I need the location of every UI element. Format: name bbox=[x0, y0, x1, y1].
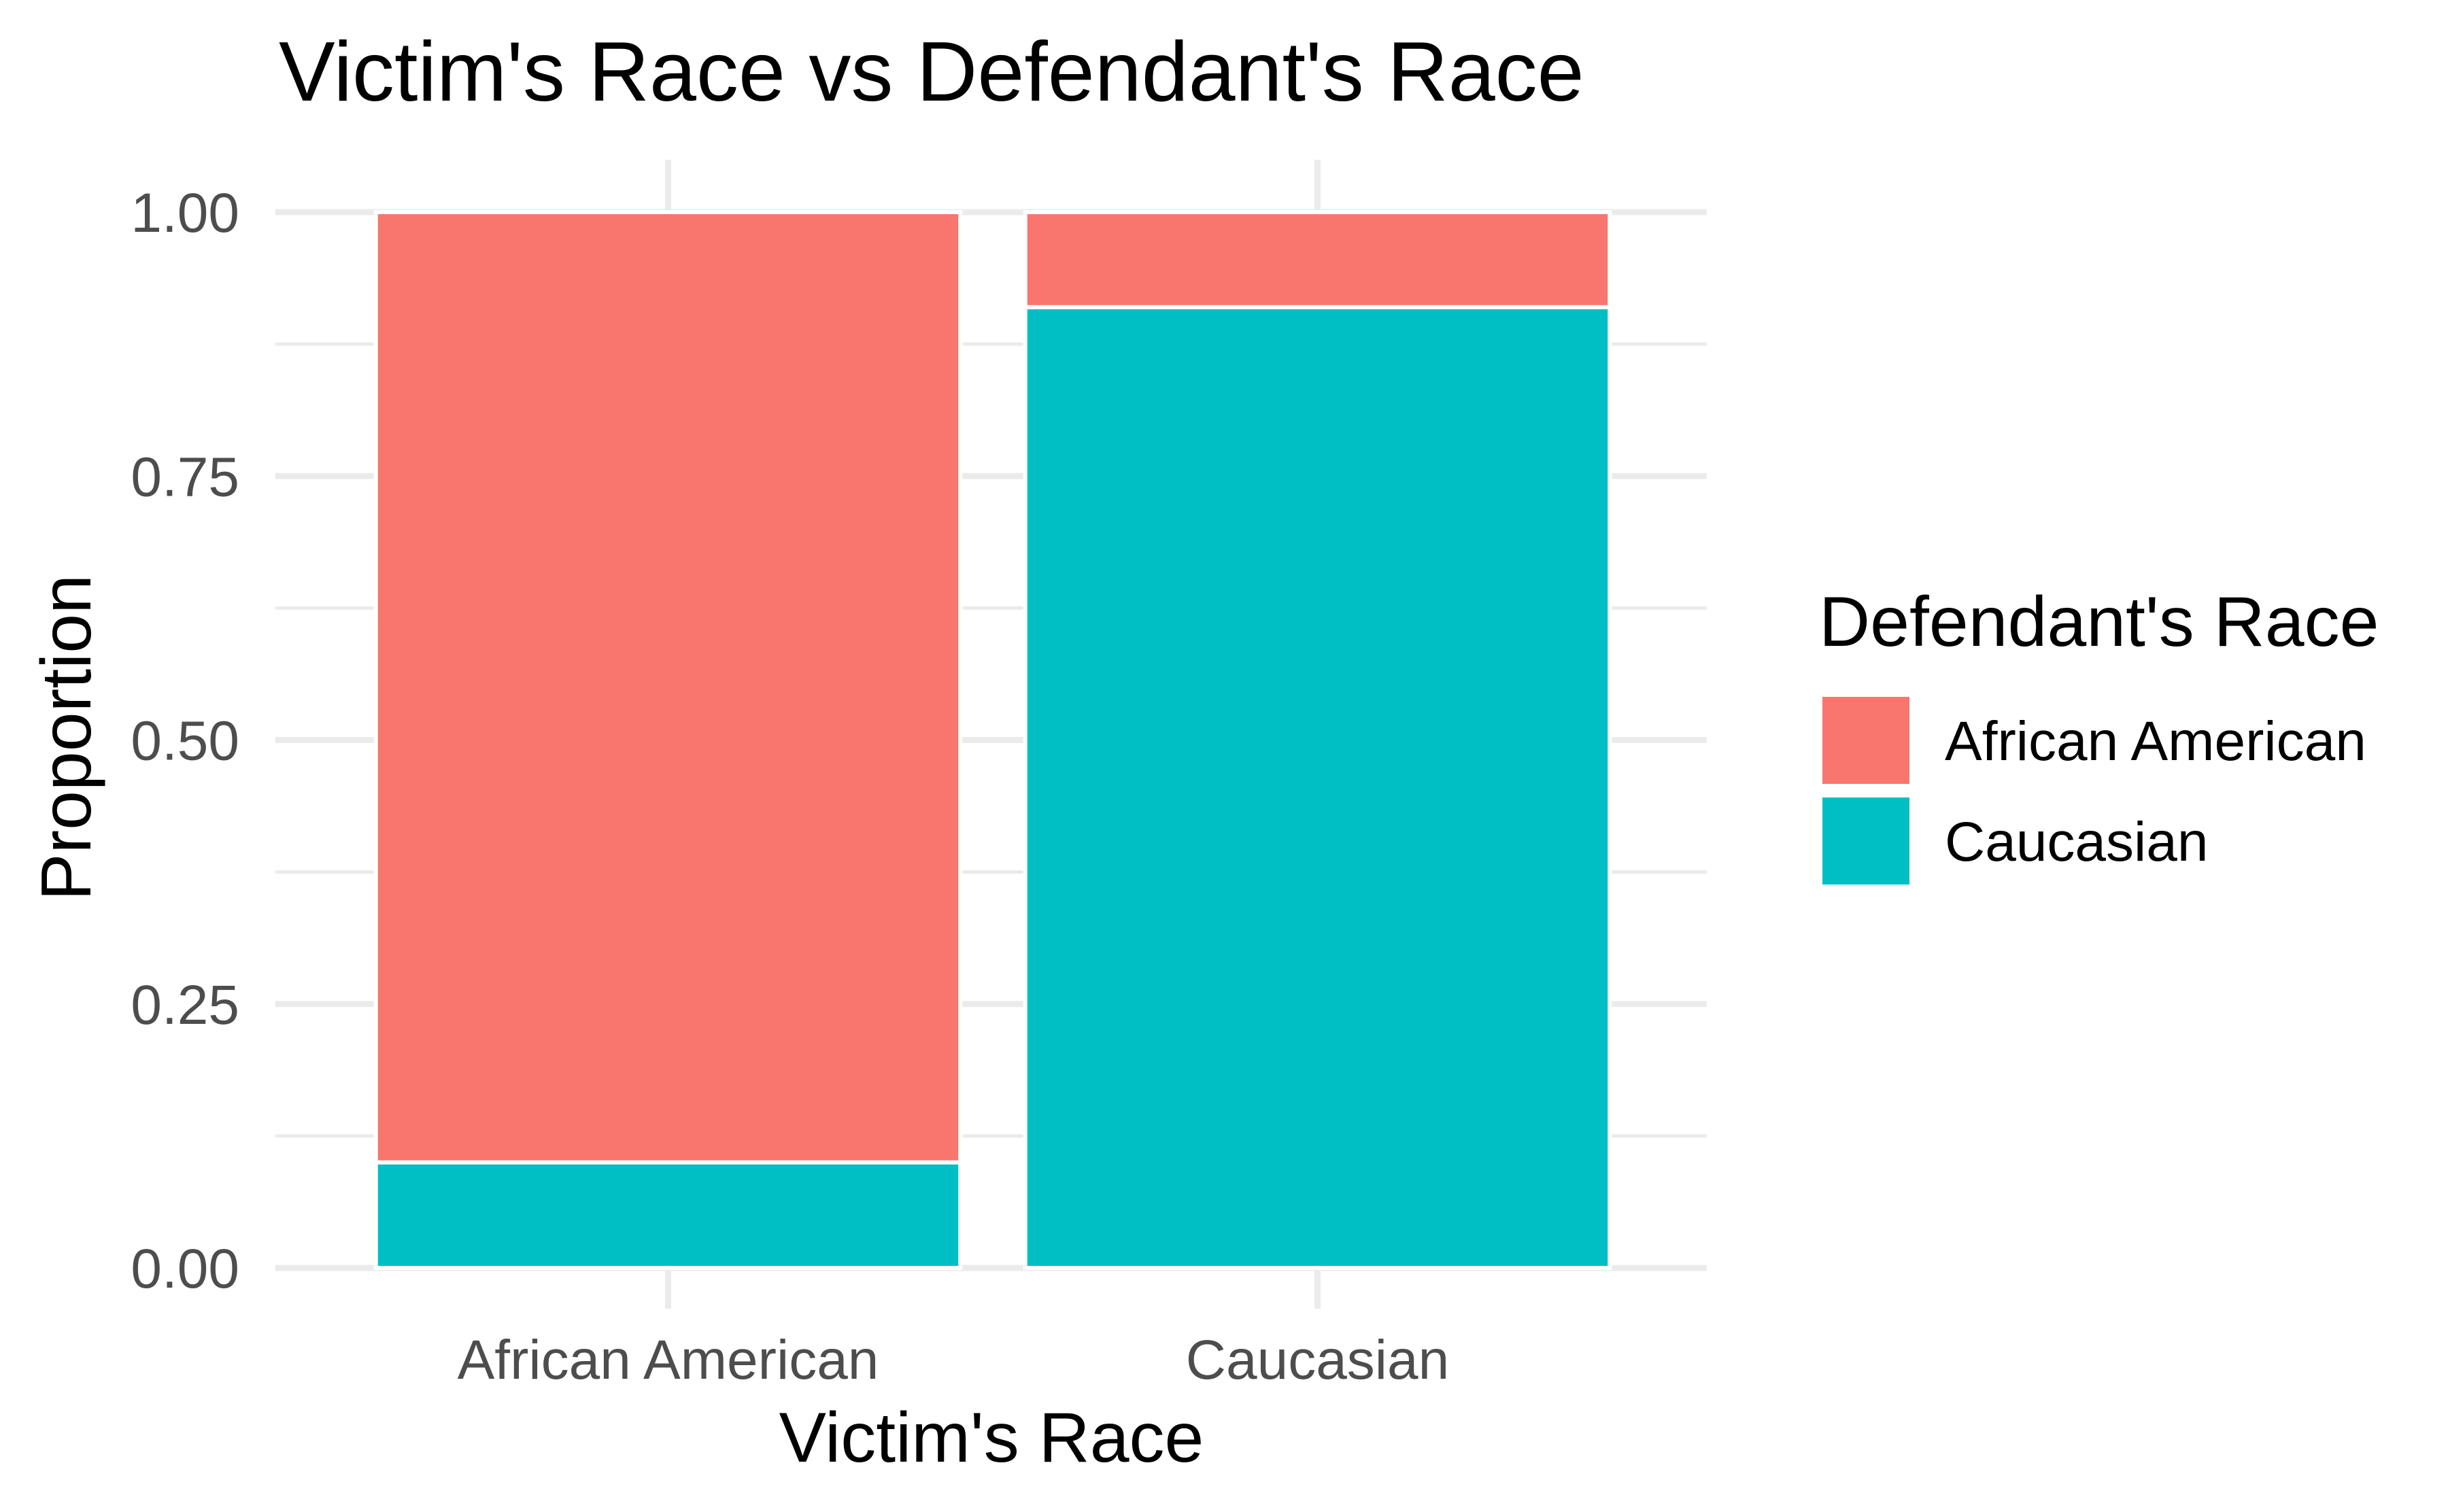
y-tick-label: 1.00 bbox=[131, 182, 239, 244]
x-tick-label: African American bbox=[458, 1329, 879, 1391]
bar-segment bbox=[1023, 210, 1612, 309]
chart-title: Victim's Race vs Defendant's Race bbox=[279, 25, 1584, 119]
legend-swatch bbox=[1822, 797, 1909, 884]
y-tick-label: 0.25 bbox=[131, 974, 239, 1036]
y-axis-title: Proportion bbox=[27, 574, 106, 901]
bar-segment bbox=[373, 1160, 963, 1270]
legend-title: Defendant's Race bbox=[1819, 583, 2379, 662]
bars bbox=[373, 210, 1612, 1270]
legend-swatch bbox=[1822, 697, 1909, 784]
bar-segment bbox=[373, 210, 963, 1165]
x-tick-label: Caucasian bbox=[1186, 1329, 1449, 1391]
x-axis-ticks: African American Caucasian bbox=[458, 1329, 1450, 1391]
bar-segment bbox=[1023, 305, 1612, 1270]
x-axis-title: Victim's Race bbox=[779, 1398, 1204, 1477]
y-tick-label: 0.50 bbox=[131, 710, 239, 772]
legend-label: Caucasian bbox=[1945, 811, 2208, 873]
legend: Defendant's Race African American Caucasi… bbox=[1819, 583, 2379, 884]
y-axis-ticks: 0.00 0.25 0.50 0.75 1.00 bbox=[131, 182, 239, 1300]
y-tick-label: 0.00 bbox=[131, 1238, 239, 1300]
y-tick-label: 0.75 bbox=[131, 446, 239, 508]
legend-label: African American bbox=[1945, 710, 2366, 772]
